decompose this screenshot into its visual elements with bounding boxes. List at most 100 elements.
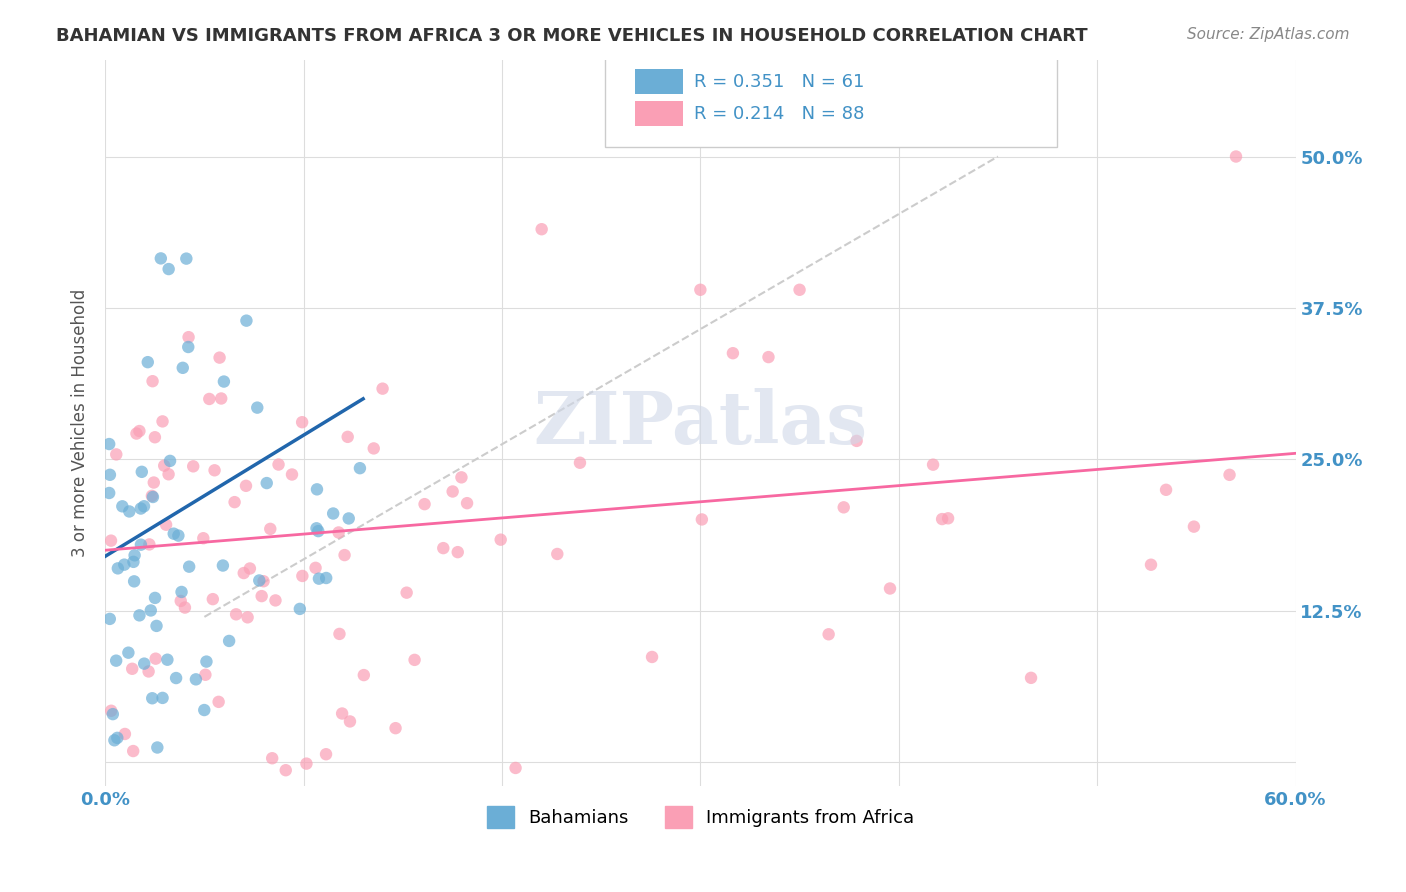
- Point: [198, 392, 221, 406]
- Point: [100, 533, 122, 548]
- Point: [456, 496, 478, 510]
- Point: [105, 654, 128, 668]
- Point: [413, 497, 436, 511]
- Point: [922, 458, 945, 472]
- Point: [264, 593, 287, 607]
- Point: [157, 262, 180, 277]
- Point: [103, 733, 125, 747]
- Point: [328, 525, 350, 540]
- Point: [328, 627, 350, 641]
- Point: [132, 500, 155, 514]
- Point: [817, 627, 839, 641]
- Point: [98, 486, 121, 500]
- Point: [105, 447, 128, 461]
- Point: [152, 414, 174, 428]
- Point: [281, 467, 304, 482]
- Point: [176, 252, 198, 266]
- Point: [139, 603, 162, 617]
- Point: [204, 463, 226, 477]
- Point: [1218, 467, 1240, 482]
- Point: [936, 511, 959, 525]
- Point: [136, 355, 159, 369]
- FancyBboxPatch shape: [605, 53, 1057, 147]
- Point: [122, 574, 145, 589]
- Point: [225, 607, 247, 622]
- Point: [142, 374, 165, 388]
- Point: [247, 574, 270, 588]
- Point: [153, 458, 176, 473]
- Point: [256, 476, 278, 491]
- Point: [128, 424, 150, 438]
- Legend: Bahamians, Immigrants from Africa: Bahamians, Immigrants from Africa: [479, 799, 921, 836]
- Point: [1140, 558, 1163, 572]
- Point: [145, 651, 167, 665]
- Point: [149, 252, 172, 266]
- Point: [295, 756, 318, 771]
- Point: [142, 475, 165, 490]
- FancyBboxPatch shape: [636, 101, 682, 127]
- Point: [371, 382, 394, 396]
- Point: [641, 650, 664, 665]
- Point: [212, 558, 235, 573]
- Point: [384, 721, 406, 735]
- Point: [789, 283, 811, 297]
- Point: [143, 430, 166, 444]
- Point: [156, 653, 179, 667]
- Point: [201, 592, 224, 607]
- Point: [307, 524, 329, 538]
- Point: [174, 600, 197, 615]
- Point: [170, 594, 193, 608]
- Point: [179, 559, 201, 574]
- Point: [339, 714, 361, 729]
- Text: Source: ZipAtlas.com: Source: ZipAtlas.com: [1187, 27, 1350, 42]
- Text: R = 0.351   N = 61: R = 0.351 N = 61: [695, 73, 865, 91]
- Point: [291, 569, 314, 583]
- Point: [122, 555, 145, 569]
- Point: [118, 504, 141, 518]
- Point: [167, 528, 190, 542]
- Point: [195, 655, 218, 669]
- Point: [262, 751, 284, 765]
- Point: [336, 430, 359, 444]
- Text: R = 0.351   N = 61: R = 0.351 N = 61: [636, 83, 806, 102]
- FancyBboxPatch shape: [636, 69, 682, 95]
- Point: [489, 533, 512, 547]
- Point: [129, 538, 152, 552]
- Point: [131, 465, 153, 479]
- Point: [218, 634, 240, 648]
- Point: [172, 360, 194, 375]
- Point: [146, 740, 169, 755]
- Point: [308, 572, 330, 586]
- Point: [568, 456, 591, 470]
- Point: [128, 608, 150, 623]
- Point: [101, 707, 124, 722]
- Point: [832, 500, 855, 515]
- Point: [194, 667, 217, 681]
- Point: [98, 437, 121, 451]
- Point: [690, 512, 713, 526]
- Point: [441, 484, 464, 499]
- Point: [333, 548, 356, 562]
- Point: [159, 454, 181, 468]
- Point: [209, 392, 232, 406]
- Point: [291, 415, 314, 429]
- Point: [546, 547, 568, 561]
- Point: [152, 690, 174, 705]
- Point: [145, 619, 167, 633]
- Point: [250, 589, 273, 603]
- Point: [1019, 671, 1042, 685]
- Point: [450, 470, 472, 484]
- Point: [208, 351, 231, 365]
- Point: [432, 541, 454, 555]
- Point: [353, 668, 375, 682]
- Point: [165, 671, 187, 685]
- Point: [117, 646, 139, 660]
- Point: [212, 375, 235, 389]
- Point: [505, 761, 527, 775]
- Point: [181, 459, 204, 474]
- Point: [155, 517, 177, 532]
- Point: [112, 558, 135, 572]
- Point: [122, 744, 145, 758]
- Point: [163, 526, 186, 541]
- Point: [121, 662, 143, 676]
